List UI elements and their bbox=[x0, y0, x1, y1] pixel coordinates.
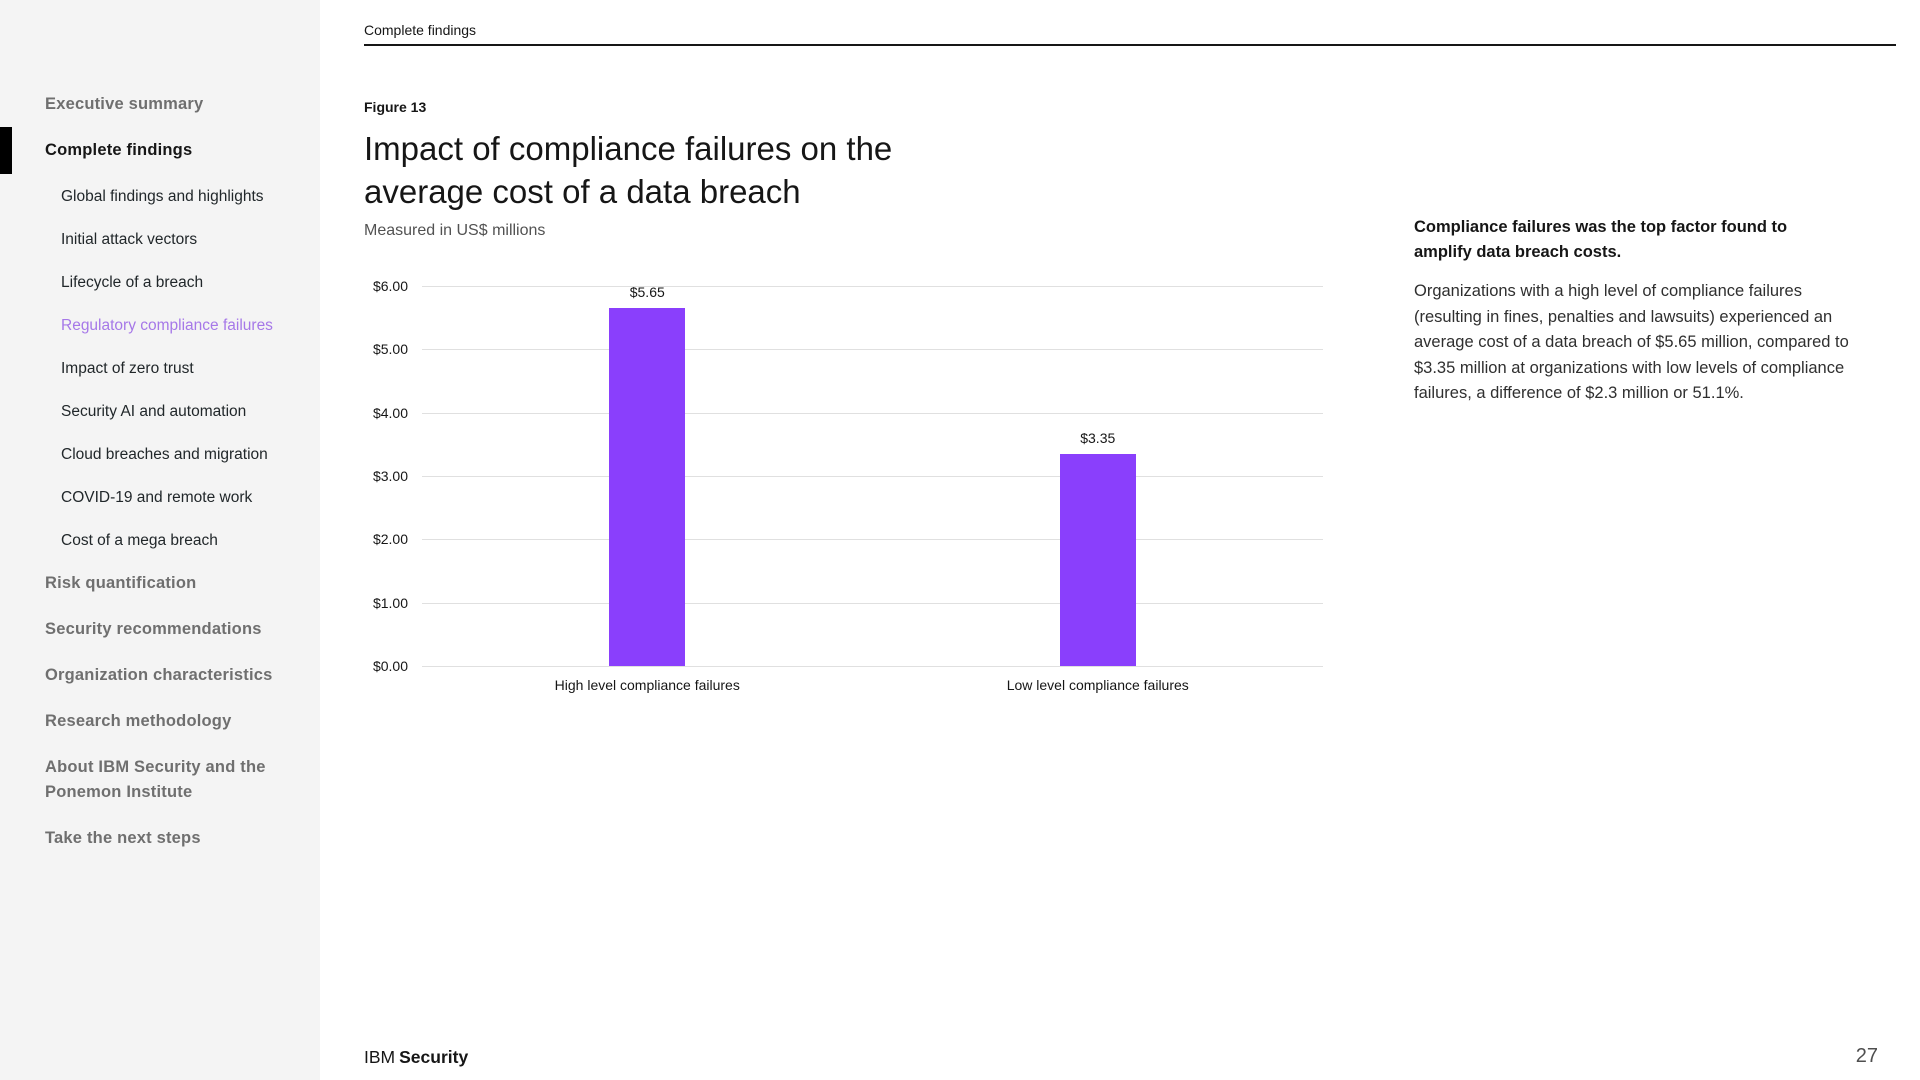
sidebar-item-security-ai-and-automation[interactable]: Security AI and automation bbox=[61, 403, 247, 420]
sidebar-item-regulatory-compliance-failures[interactable]: Regulatory compliance failures bbox=[61, 317, 273, 334]
gridline bbox=[422, 666, 1323, 667]
sidebar-item-executive-summary[interactable]: Executive summary bbox=[45, 95, 204, 113]
sidebar-item-covid-19-and-remote-work[interactable]: COVID-19 and remote work bbox=[61, 489, 253, 506]
gridline bbox=[422, 286, 1323, 287]
y-tick-label: $6.00 bbox=[372, 278, 408, 294]
sidebar-item-risk-quantification[interactable]: Risk quantification bbox=[45, 574, 197, 592]
chart-subtitle: Measured in US$ millions bbox=[364, 222, 546, 239]
x-category-label: High level compliance failures bbox=[554, 677, 740, 693]
table-of-contents-sidebar: Executive summary Complete findings Glob… bbox=[0, 0, 320, 1080]
insight-body: Organizations with a high level of compl… bbox=[1414, 282, 1849, 402]
x-category-label: Low level compliance failures bbox=[1006, 677, 1189, 693]
chart-y-axis-labels: $0.00 $1.00 $2.00 $3.00 $4.00 $5.00 $6.00 bbox=[364, 278, 408, 674]
bar-2 bbox=[1059, 453, 1136, 666]
header-rule bbox=[364, 44, 1896, 46]
y-tick-label: $3.00 bbox=[372, 468, 408, 484]
y-tick-label: $4.00 bbox=[372, 404, 408, 421]
gridline bbox=[422, 476, 1323, 477]
gridline bbox=[422, 539, 1323, 541]
sidebar-item-global-findings-and-highlights[interactable]: Global findings and highlights bbox=[61, 188, 264, 205]
sidebar-item-cost-of-a-mega-breach[interactable]: Cost of a mega breach bbox=[61, 532, 218, 549]
page-number: 27 bbox=[1855, 1045, 1878, 1067]
insight-heading: Compliance failures was the top factor f… bbox=[1414, 218, 1788, 261]
sidebar-item-take-the-next-steps[interactable]: Take the next steps bbox=[45, 829, 201, 847]
gridline bbox=[422, 602, 1323, 604]
chart-plot-area: $5.65 $3.35 High level compliance failure… bbox=[422, 284, 1323, 696]
sidebar-item-research-methodology[interactable]: Research methodology bbox=[45, 712, 232, 730]
sidebar-item-security-recommendations[interactable]: Security recommendations bbox=[45, 620, 262, 638]
toc-list: Executive summary Complete findings Glob… bbox=[0, 0, 320, 851]
bar-value-label: $3.35 bbox=[1080, 429, 1116, 446]
bar-value-label: $5.65 bbox=[629, 284, 665, 301]
y-tick-label: $0.00 bbox=[372, 658, 408, 674]
sidebar-item-about-ibm-security-ponemon[interactable]: About IBM Security and the Ponemon Insti… bbox=[45, 758, 266, 801]
sidebar-item-lifecycle-of-a-breach[interactable]: Lifecycle of a breach bbox=[61, 274, 204, 291]
running-header: Complete findings bbox=[364, 22, 477, 38]
sidebar-item-complete-findings[interactable]: Complete findings bbox=[0, 127, 302, 174]
gridline bbox=[422, 412, 1323, 414]
content-area: Complete findings Figure 13 Impact of co… bbox=[320, 0, 1920, 1080]
sidebar-item-organization-characteristics[interactable]: Organization characteristics bbox=[45, 666, 273, 684]
page-title-line-1: Impact of compliance failures on the bbox=[364, 130, 893, 167]
chart-x-axis-labels: High level compliance failures Low level … bbox=[422, 666, 1323, 696]
sidebar-item-impact-of-zero-trust[interactable]: Impact of zero trust bbox=[61, 360, 194, 377]
page-title: Impact of compliance failures on the ave… bbox=[364, 127, 1896, 213]
y-tick-label: $5.00 bbox=[372, 341, 408, 358]
chart-plot: $5.65 $3.35 bbox=[422, 284, 1323, 667]
figure-number-label: Figure 13 bbox=[364, 99, 427, 115]
insight-text-block: Compliance failures was the top factor f… bbox=[1414, 215, 1859, 407]
y-tick-label: $1.00 bbox=[372, 594, 408, 611]
y-tick-label: $2.00 bbox=[372, 531, 408, 548]
ibm-security-logo: IBM Security bbox=[364, 1047, 468, 1068]
ibm-logo-text: IBM bbox=[364, 1047, 396, 1067]
sidebar-item-cloud-breaches-and-migration[interactable]: Cloud breaches and migration bbox=[61, 446, 268, 463]
compliance-bar-chart: $0.00 $1.00 $2.00 $3.00 $4.00 $5.00 $6.00 $5.6… bbox=[364, 278, 1896, 696]
security-logo-text: Security bbox=[399, 1047, 469, 1067]
page-title-line-2: average cost of a data breach bbox=[364, 173, 801, 210]
sidebar-item-initial-attack-vectors[interactable]: Initial attack vectors bbox=[61, 231, 198, 248]
bar-1 bbox=[609, 308, 686, 666]
gridline bbox=[422, 349, 1323, 351]
